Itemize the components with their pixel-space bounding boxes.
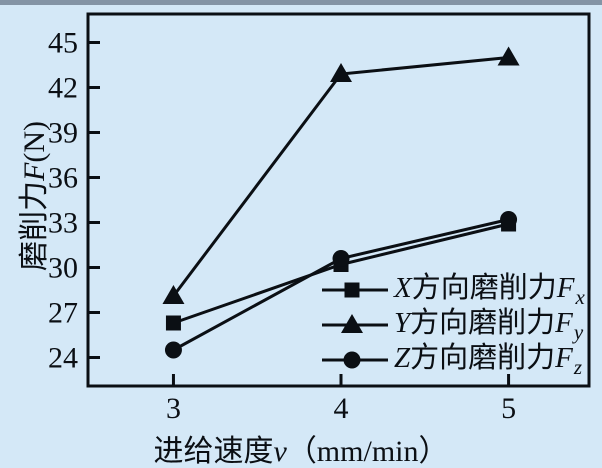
chart-legend: X方向磨削力Fx Y方向磨削力Fy Z方向磨削力Fz — [320, 272, 585, 379]
x-tick-label: 4 — [334, 392, 349, 425]
legend-marker-square — [322, 282, 388, 297]
y-tick-label: 27 — [48, 297, 78, 330]
legend-sample-marker-triangle — [341, 313, 363, 333]
y-tick-label: 45 — [48, 27, 78, 60]
legend-label-fz: Z方向磨削力Fz — [394, 342, 583, 379]
data-point-triangle-4 — [330, 63, 353, 82]
y-axis-label: 磨削力F(N) — [9, 121, 53, 271]
data-point-circle-5 — [500, 211, 518, 228]
legend-item-fy: Y方向磨削力Fy — [320, 307, 584, 344]
legend-item-fx: X方向磨削力Fx — [320, 272, 585, 309]
plot-frame — [86, 12, 591, 388]
x-axis-label-var: v — [273, 435, 287, 468]
legend-label-fy: Y方向磨削力Fy — [394, 307, 584, 344]
y-tick-label: 42 — [48, 72, 78, 105]
top-border-strip — [0, 0, 602, 5]
legend-marker-circle — [322, 351, 388, 368]
legend-sample-marker-circle — [343, 351, 361, 368]
x-tick-label: 3 — [166, 392, 181, 425]
y-tick-label: 24 — [48, 342, 78, 375]
legend-label-fx: X方向磨削力Fx — [394, 272, 585, 309]
y-axis-label-unit: (N) — [18, 121, 51, 163]
y-tick-label: 30 — [48, 252, 78, 285]
y-axis-label-var: F — [18, 162, 51, 181]
data-point-circle-3 — [164, 341, 182, 359]
x-axis-label: 进给速度v（mm/min） — [0, 426, 602, 468]
legend-sample-marker-square — [344, 282, 360, 297]
y-tick-label: 33 — [48, 207, 78, 240]
y-tick-label: 36 — [48, 162, 78, 195]
x-axis-label-unit: （mm/min） — [286, 435, 449, 468]
x-axis-label-cn: 进给速度 — [153, 435, 274, 468]
data-point-triangle-3 — [162, 285, 185, 304]
data-point-square-3 — [165, 315, 181, 331]
legend-item-fz: Z方向磨削力Fz — [320, 342, 584, 379]
data-point-circle-4 — [332, 250, 350, 267]
y-axis-label-cn: 磨削力 — [18, 180, 51, 271]
data-point-triangle-5 — [497, 46, 520, 66]
legend-marker-triangle — [322, 313, 388, 333]
x-tick-label: 5 — [501, 392, 516, 425]
y-tick-label: 39 — [48, 117, 78, 150]
